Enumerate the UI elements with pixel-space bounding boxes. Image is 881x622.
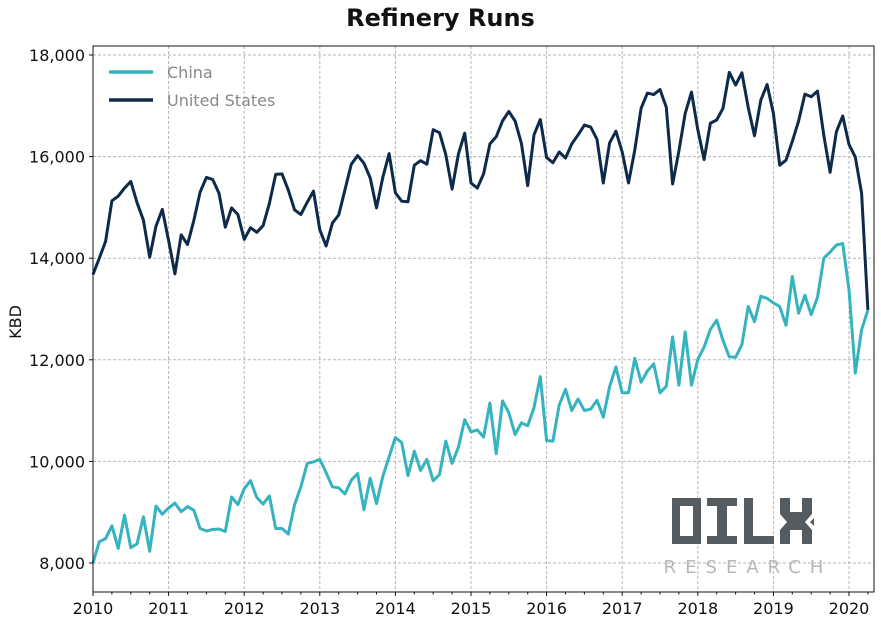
oilx-logo: [672, 498, 814, 544]
series-lines: [91, 70, 870, 564]
grid-lines: [93, 46, 874, 592]
legend: China United States: [109, 63, 275, 110]
y-axis-label: KBD: [6, 305, 25, 339]
x-tick-label: 2013: [299, 599, 340, 618]
plot-frame: [92, 45, 875, 593]
x-tick-label: 2012: [224, 599, 265, 618]
x-tick-label: 2017: [602, 599, 643, 618]
y-tick-label: 10,000: [29, 452, 85, 471]
x-tick-label: 2014: [375, 599, 416, 618]
series-line-united-states: [91, 70, 870, 311]
y-tick-label: 8,000: [39, 554, 85, 573]
chart-title: Refinery Runs: [346, 4, 535, 32]
y-tick-label: 18,000: [29, 46, 85, 65]
series-line-china: [91, 242, 870, 564]
legend-label: China: [167, 63, 213, 82]
x-tick-label: 2010: [73, 599, 114, 618]
x-tick-label: 2011: [148, 599, 189, 618]
y-tick-label: 14,000: [29, 249, 85, 268]
x-tick-label: 2015: [451, 599, 492, 618]
y-axis: 8,000 10,000 12,000 14,000 16,000 18,000: [29, 46, 93, 573]
x-tick-label: 2020: [829, 599, 870, 618]
x-axis: 2010 2011 2012 2013 2014 2015 2016 2017 2018 2019…: [73, 592, 870, 618]
x-tick-label: 2018: [677, 599, 718, 618]
watermark-research-text: RESEARCH: [664, 557, 833, 578]
y-tick-label: 16,000: [29, 148, 85, 167]
oilx-research-watermark: RESEARCH: [664, 498, 833, 578]
x-tick-label: 2016: [526, 599, 567, 618]
x-tick-label: 2019: [753, 599, 794, 618]
y-tick-label: 12,000: [29, 351, 85, 370]
legend-label: United States: [167, 91, 275, 110]
